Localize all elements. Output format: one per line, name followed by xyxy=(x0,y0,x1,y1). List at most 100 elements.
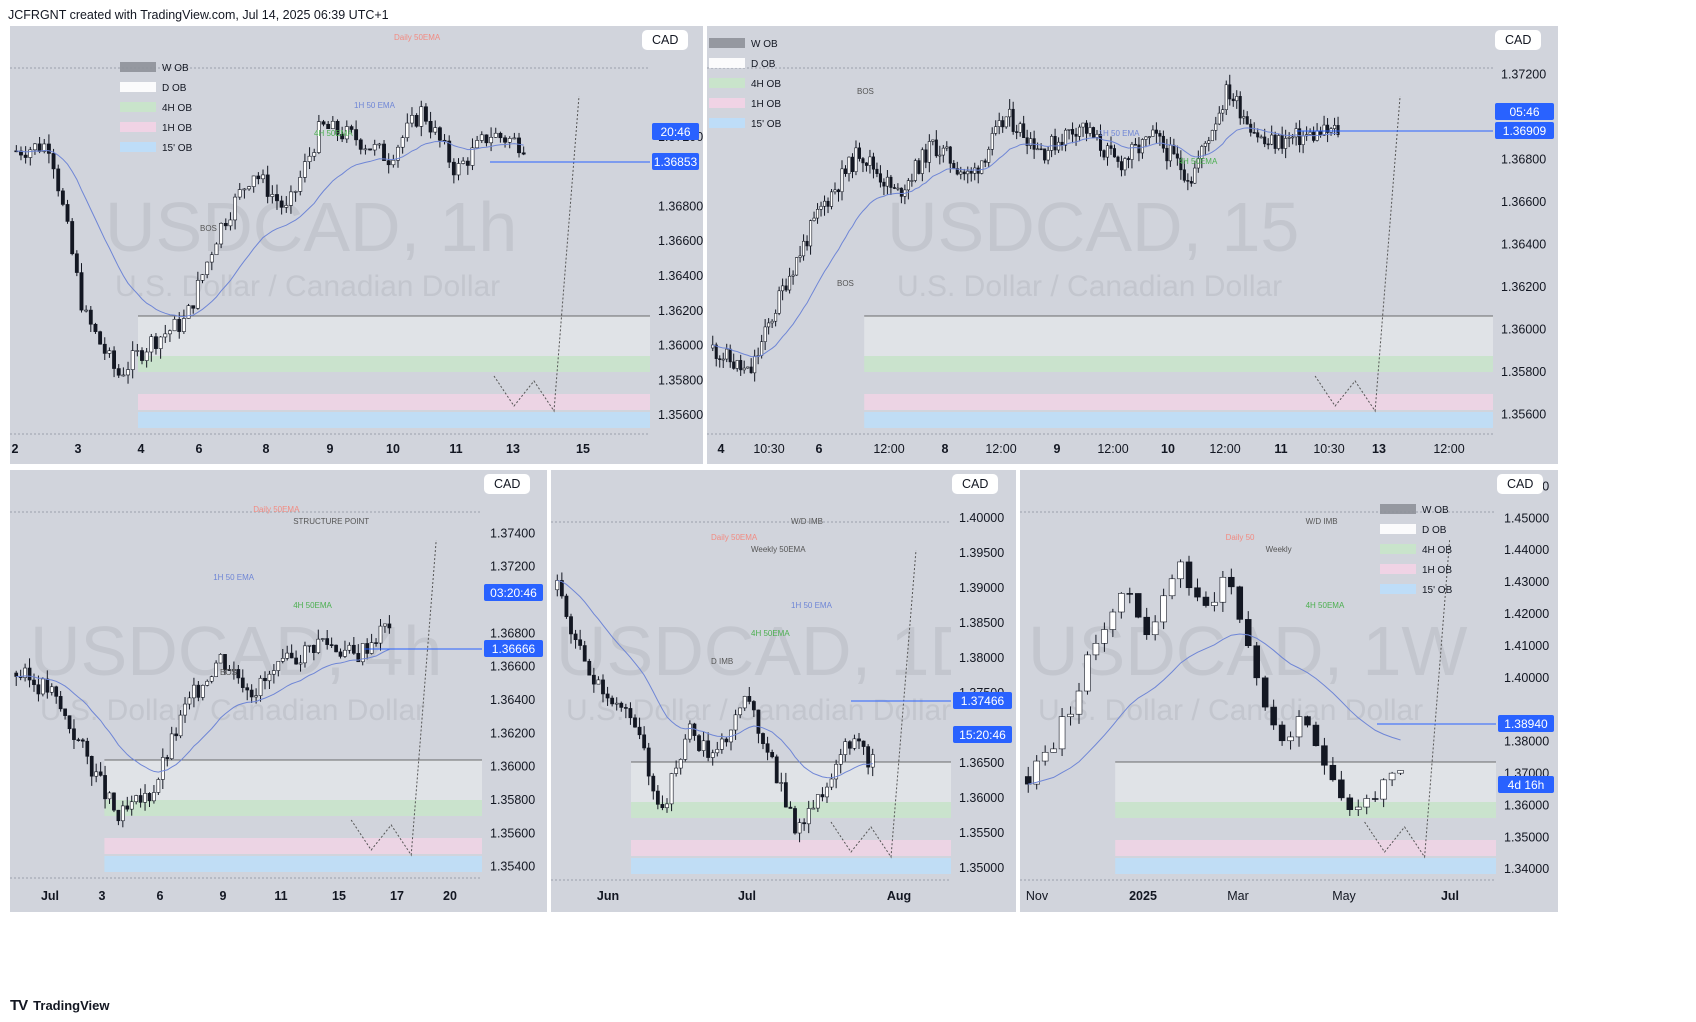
chart-pane-1w[interactable]: USDCAD, 1W U.S. Dollar / Canadian Dollar 1… xyxy=(1020,470,1558,912)
chart-pane-1h[interactable]: USDCAD, 1h U.S. Dollar / Canadian Dollar 1… xyxy=(10,26,703,464)
candle xyxy=(107,347,112,358)
candle xyxy=(1301,131,1305,154)
candle xyxy=(751,700,756,717)
candle xyxy=(298,170,303,196)
candle xyxy=(591,667,596,693)
candle xyxy=(258,675,263,702)
tradingview-logo-text: TradingView xyxy=(33,998,110,1013)
candle xyxy=(247,185,251,191)
chart-svg-15: USDCAD, 15 U.S. Dollar / Canadian Dollar 1… xyxy=(707,26,1558,464)
price-tick-label: 1.42000 xyxy=(1504,607,1549,621)
candle xyxy=(761,732,765,750)
time-tick-label: Nov xyxy=(1026,889,1049,903)
projection-path xyxy=(1364,539,1451,859)
candle xyxy=(303,641,307,668)
candle xyxy=(747,686,752,705)
chart-pane-15[interactable]: USDCAD, 15 U.S. Dollar / Canadian Dollar 1… xyxy=(707,26,1558,464)
time-tick-label: 3 xyxy=(75,442,82,456)
currency-badge[interactable]: CAD xyxy=(1495,30,1542,50)
candle xyxy=(1118,592,1125,619)
tradingview-footer[interactable]: TV TradingView xyxy=(10,997,110,1014)
candle xyxy=(843,738,848,762)
time-tick-label: 6 xyxy=(816,442,823,456)
candle xyxy=(669,772,674,812)
time-tick-label: Aug xyxy=(887,889,911,903)
candle xyxy=(267,670,272,689)
candle xyxy=(850,153,855,179)
candle xyxy=(1294,122,1298,146)
candle xyxy=(763,319,767,351)
candle xyxy=(1165,138,1169,170)
order-block-zone xyxy=(631,762,951,802)
candle xyxy=(256,172,261,185)
candle xyxy=(601,674,605,703)
candle xyxy=(316,114,321,155)
price-tick-label: 1.43000 xyxy=(1504,575,1549,589)
candle xyxy=(738,707,743,719)
order-block-zone xyxy=(864,316,1493,356)
legend-swatch xyxy=(709,78,745,88)
candle xyxy=(340,126,345,143)
candle xyxy=(941,144,945,163)
currency-badge[interactable]: CAD xyxy=(642,30,689,50)
candle xyxy=(889,174,893,196)
time-tick-label: 3 xyxy=(99,889,106,903)
time-tick-label: Jul xyxy=(41,889,59,903)
chart-pane-4h[interactable]: USDCAD, 4h U.S. Dollar / Canadian Dollar 1… xyxy=(10,470,547,912)
candle xyxy=(749,358,753,374)
candle xyxy=(1397,770,1404,776)
candle xyxy=(742,360,746,374)
ema-line xyxy=(16,648,390,773)
chart-pane-1d[interactable]: USDCAD, 1D U.S. Dollar / Canadian Dollar 1… xyxy=(551,470,1016,912)
candle xyxy=(829,188,834,210)
candle xyxy=(27,658,32,688)
candle xyxy=(368,148,373,151)
candle xyxy=(797,818,802,843)
candle xyxy=(628,702,633,725)
candle xyxy=(461,157,466,165)
price-tick-label: 1.35000 xyxy=(1504,830,1549,844)
currency-badge[interactable]: CAD xyxy=(952,474,999,494)
candle xyxy=(1319,126,1323,138)
time-tick-label: 8 xyxy=(263,442,270,456)
candle xyxy=(697,733,701,753)
candle xyxy=(102,337,107,361)
currency-badge[interactable]: CAD xyxy=(484,474,531,494)
candle xyxy=(779,772,784,792)
candle xyxy=(144,347,149,368)
candle xyxy=(1278,721,1286,746)
projection-path xyxy=(350,539,437,857)
candle xyxy=(1126,587,1134,604)
candle xyxy=(369,633,374,655)
legend-swatch xyxy=(120,122,156,132)
candle xyxy=(633,714,637,728)
chart-annotation: 4H 50EMA xyxy=(293,601,332,610)
candle xyxy=(72,719,76,749)
candle xyxy=(1214,116,1218,141)
candle xyxy=(167,329,172,342)
candle xyxy=(857,732,861,750)
time-tick-label: 10:30 xyxy=(1313,442,1344,456)
candle xyxy=(802,234,806,261)
chart-annotation: Daily 50EMA xyxy=(711,533,758,542)
candle xyxy=(829,773,834,791)
price-tick-label: 1.36800 xyxy=(1501,152,1546,166)
currency-badge[interactable]: CAD xyxy=(1497,474,1544,494)
legend-swatch xyxy=(1380,504,1416,514)
candle xyxy=(302,153,307,183)
order-block-zone xyxy=(631,858,951,874)
ema-line xyxy=(1028,633,1401,785)
candle xyxy=(428,111,433,139)
candle xyxy=(200,274,205,284)
price-tick-label: 1.35000 xyxy=(959,861,1004,875)
candle xyxy=(396,144,400,168)
candle xyxy=(116,364,121,378)
legend-label: D OB xyxy=(162,83,187,94)
order-block-zone xyxy=(1115,858,1496,874)
order-block-zone xyxy=(864,394,1493,410)
watermark-symbol: USDCAD, 1h xyxy=(105,188,517,266)
candle xyxy=(1098,124,1103,157)
legend-label: 15' OB xyxy=(751,119,782,130)
price-tick-label: 1.36600 xyxy=(1501,195,1546,209)
chart-svg-1D: USDCAD, 1DU.S. Dollar / Canadian Dollar1… xyxy=(551,470,1016,912)
